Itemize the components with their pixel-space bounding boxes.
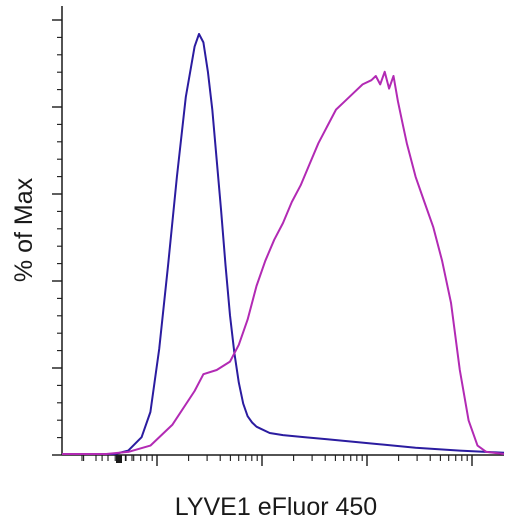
series-layer [62,33,505,455]
y-axis-title: % of Max [10,177,38,282]
histogram-series-1 [62,33,505,455]
histogram-series-2 [62,70,505,455]
y-axis-ticks [52,19,62,456]
plot-area [52,6,505,466]
x-axis-title: LYVE1 eFluor 450 [175,493,377,521]
x-zero-marker [116,455,122,463]
x-axis-ticks [81,455,473,466]
